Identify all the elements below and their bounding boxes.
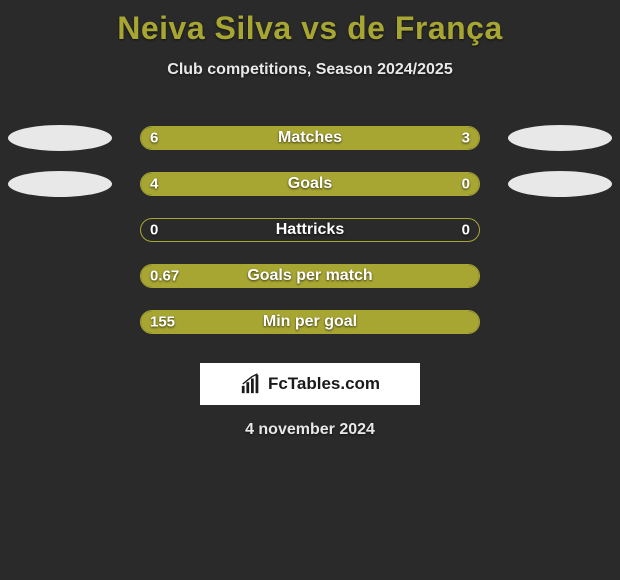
bar-track bbox=[140, 172, 480, 196]
bar-fill-right bbox=[400, 173, 479, 195]
comparison-row: Matches63 bbox=[0, 115, 620, 161]
comparison-row: Goals40 bbox=[0, 161, 620, 207]
comparison-row: Hattricks00 bbox=[0, 207, 620, 253]
bar-fill-right bbox=[366, 127, 479, 149]
bar-chart-icon bbox=[240, 373, 262, 395]
logo-text: FcTables.com bbox=[268, 374, 380, 394]
player-marker-right bbox=[508, 125, 612, 151]
bar-track bbox=[140, 264, 480, 288]
comparison-row: Goals per match0.67 bbox=[0, 253, 620, 299]
bar-track bbox=[140, 126, 480, 150]
player-marker-right bbox=[508, 171, 612, 197]
bar-track bbox=[140, 218, 480, 242]
footer-date: 4 november 2024 bbox=[0, 421, 620, 439]
bar-fill bbox=[141, 265, 479, 287]
page-title: Neiva Silva vs de França bbox=[0, 0, 620, 47]
bar-track bbox=[140, 310, 480, 334]
comparison-chart: Matches63Goals40Hattricks00Goals per mat… bbox=[0, 115, 620, 345]
logo-box: FcTables.com bbox=[200, 363, 420, 405]
page-subtitle: Club competitions, Season 2024/2025 bbox=[0, 61, 620, 79]
bar-fill-left bbox=[141, 173, 400, 195]
bar-fill-left bbox=[141, 127, 366, 149]
comparison-row: Min per goal155 bbox=[0, 299, 620, 345]
player-marker-left bbox=[8, 171, 112, 197]
bar-fill bbox=[141, 311, 479, 333]
player-marker-left bbox=[8, 125, 112, 151]
